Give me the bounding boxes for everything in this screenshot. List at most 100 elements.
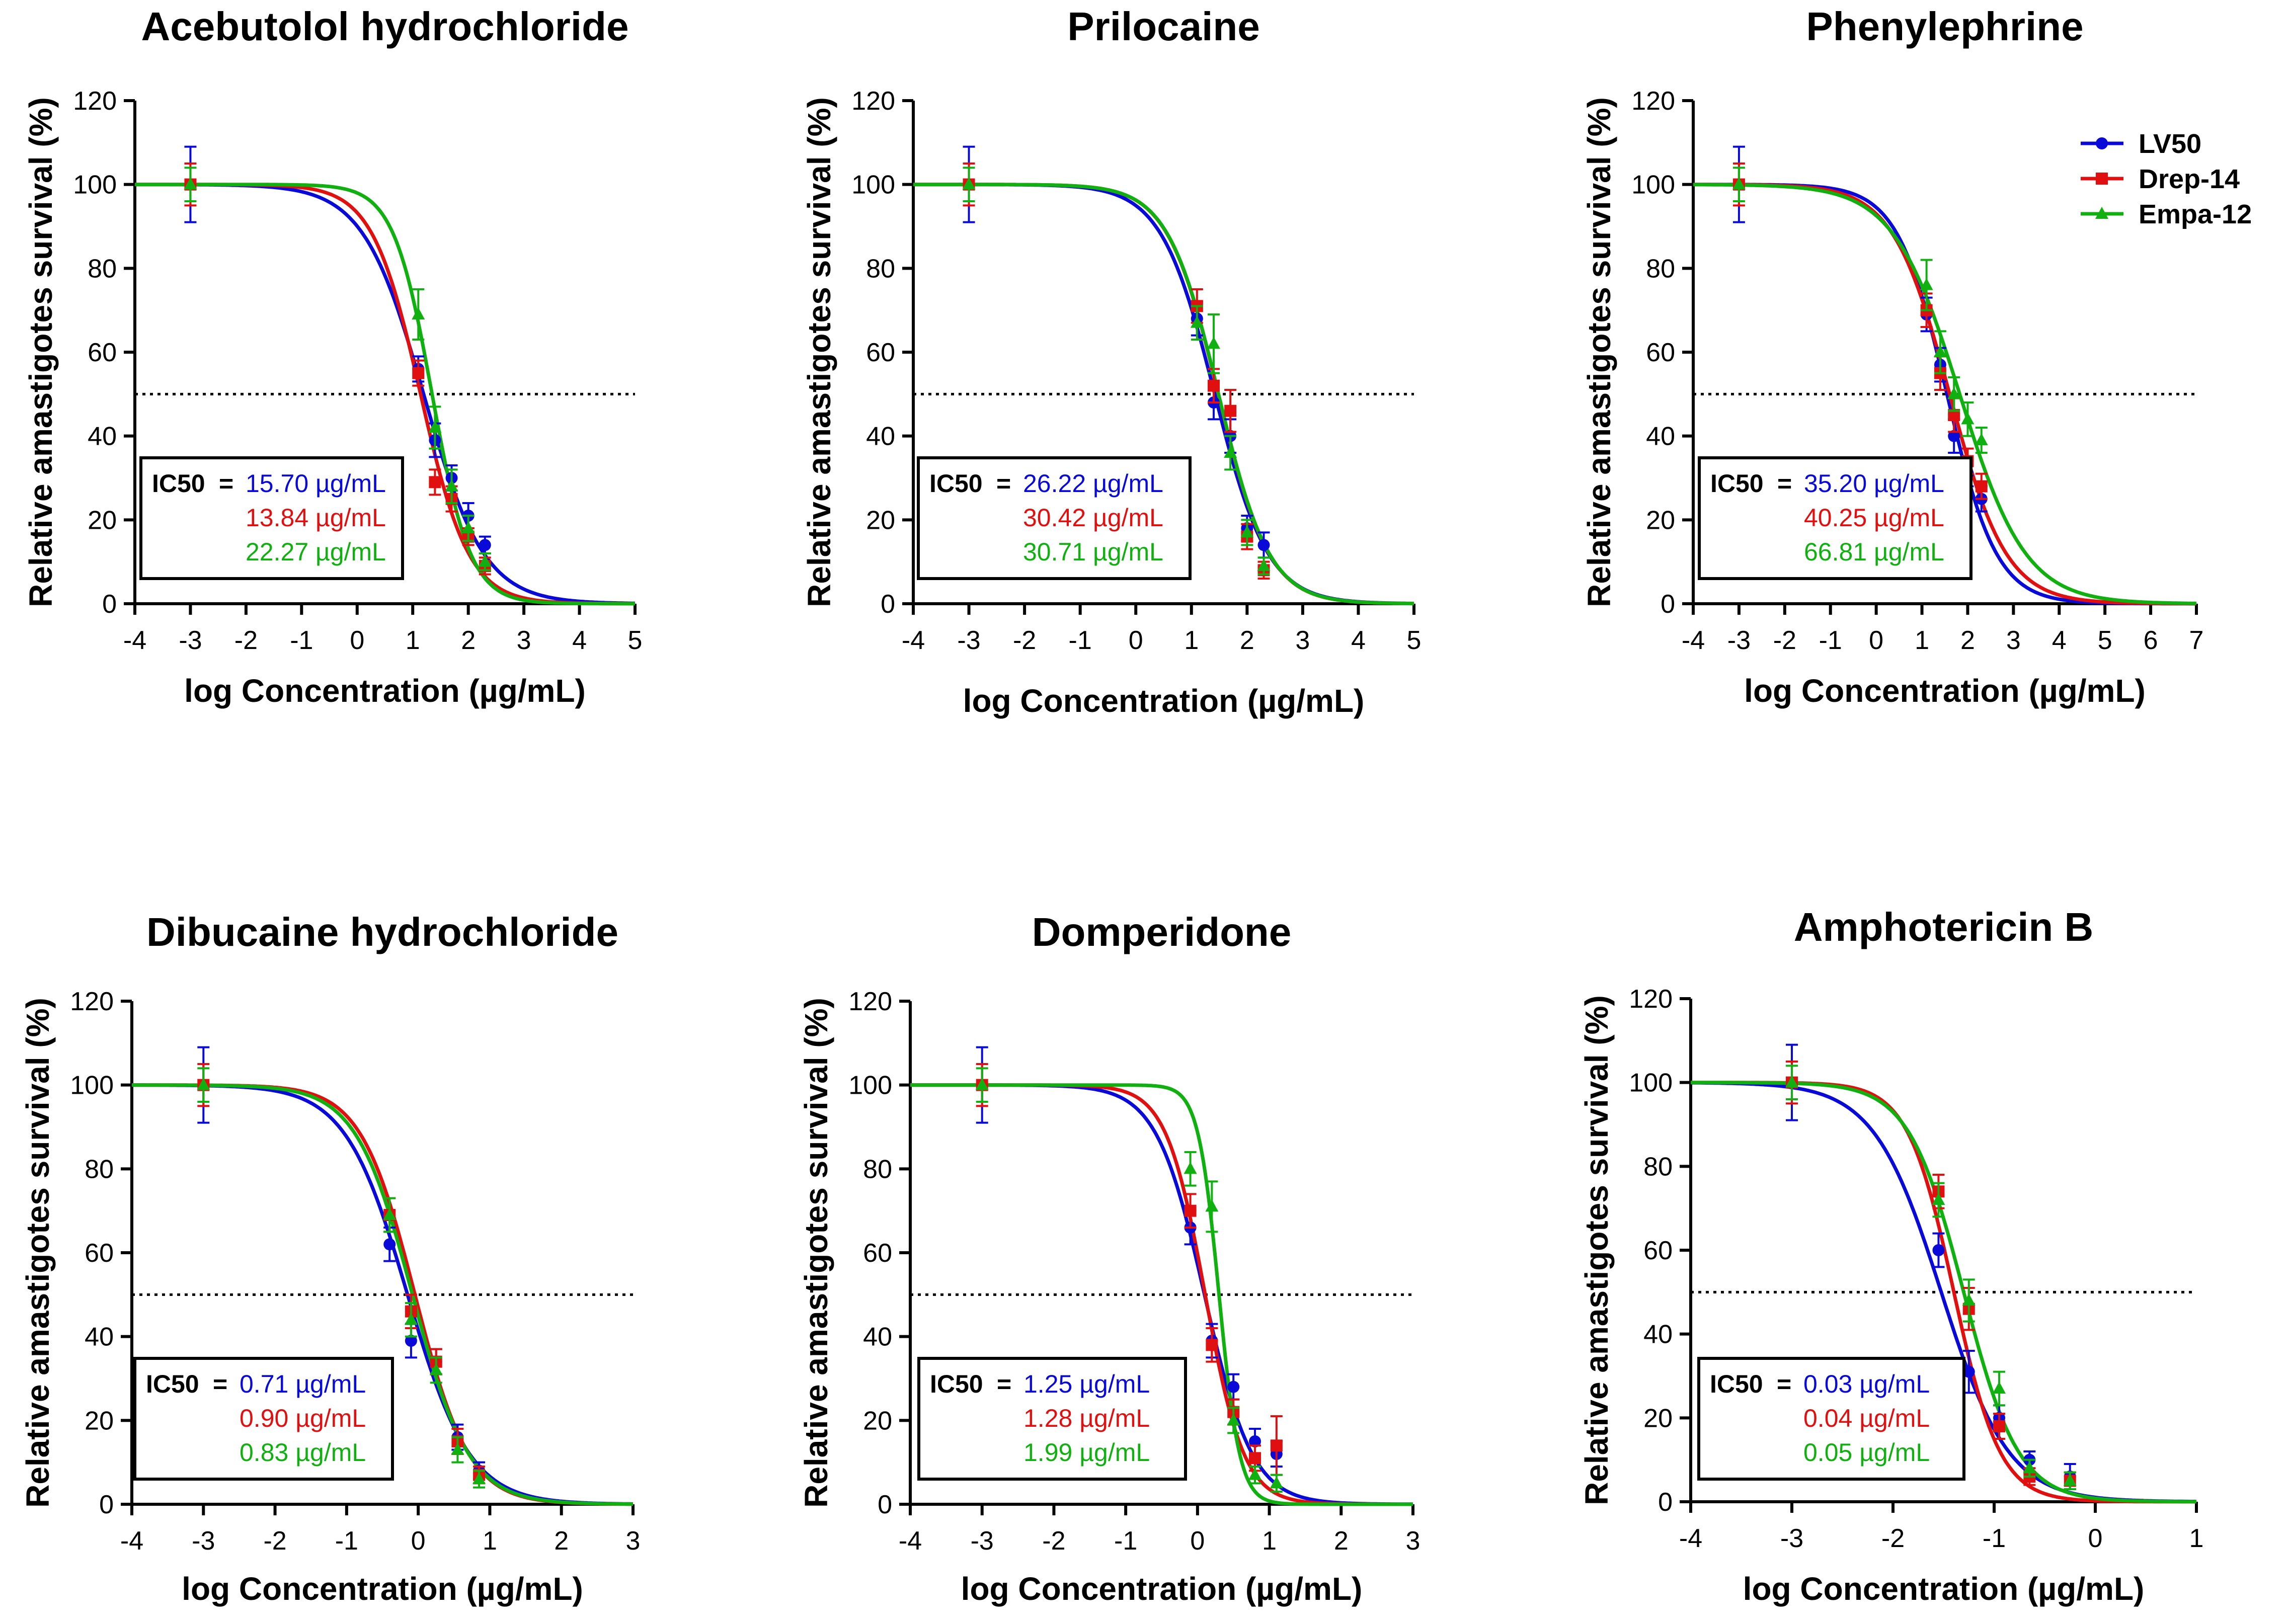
data-point-lv50 <box>1227 1381 1240 1393</box>
x-axis-label: log Concentration (µg/mL) <box>1743 1571 2145 1607</box>
data-point-empa-12 <box>428 421 442 433</box>
y-tick-label: 60 <box>866 338 895 367</box>
legend-label-empa-12: Empa-12 <box>2139 199 2252 229</box>
ic50-label: IC50 <box>152 469 205 498</box>
x-tick-label: 2 <box>1240 626 1254 655</box>
data-point-empa-12 <box>1190 315 1204 328</box>
x-tick-label: -3 <box>1727 626 1751 655</box>
y-tick-label: 40 <box>1646 422 1675 451</box>
y-tick-label: 40 <box>85 1323 114 1352</box>
ic50-box <box>917 1357 1187 1481</box>
x-tick-label: -3 <box>971 1526 994 1556</box>
data-point-lv50 <box>1257 539 1270 551</box>
x-axis-label: log Concentration (µg/mL) <box>961 1571 1363 1607</box>
x-tick-label: 1 <box>483 1526 497 1556</box>
y-tick-label: 80 <box>866 254 895 283</box>
x-tick-label: -1 <box>290 626 313 655</box>
y-tick-label: 40 <box>866 422 895 451</box>
ic50-equals: = <box>1777 1370 1791 1398</box>
ic50-value-empa-12: 1.99 µg/mL <box>1023 1438 1150 1467</box>
x-tick-label: 3 <box>2006 626 2021 655</box>
data-point-empa-12 <box>1961 412 1975 425</box>
data-point-empa-12 <box>404 1313 418 1325</box>
x-tick-label: 0 <box>1129 626 1143 655</box>
y-tick-label: 100 <box>1631 171 1675 200</box>
ic50-box <box>917 456 1192 580</box>
data-point-empa-12 <box>975 1078 989 1090</box>
x-tick-label: -4 <box>902 626 925 655</box>
y-tick-label: 100 <box>73 171 117 200</box>
y-tick-label: 20 <box>1643 1404 1673 1433</box>
ic50-value-drep-14: 0.04 µg/mL <box>1803 1404 1930 1432</box>
data-point-lv50 <box>1249 1435 1261 1447</box>
data-point-drep-14 <box>1208 379 1220 392</box>
ic50-box <box>1697 1357 1965 1481</box>
data-point-empa-12 <box>1248 1468 1262 1480</box>
x-tick-label: -1 <box>1114 1526 1137 1556</box>
data-point-lv50 <box>479 539 491 551</box>
curve-empa-12 <box>913 183 1414 606</box>
panel-2: Prilocaine 0 20 40 60 80 100 120 -4 -3 -2 -1 0 1 2 3 4 5 l… <box>801 4 1421 719</box>
y-tick-label: 20 <box>866 506 895 535</box>
x-tick-label: -4 <box>1682 626 1705 655</box>
data-point-empa-12 <box>445 479 458 492</box>
curve-empa-12 <box>135 183 635 606</box>
x-tick-label: -1 <box>1819 626 1842 655</box>
y-axis-label: Relative amastigotes survival (%) <box>801 97 837 607</box>
legend-label-lv50: LV50 <box>2139 129 2201 159</box>
ic50-equals: = <box>997 1370 1011 1398</box>
data-point-empa-12 <box>1993 1382 2006 1394</box>
data-point-empa-12 <box>429 1363 443 1375</box>
data-point-empa-12 <box>2063 1474 2077 1486</box>
data-point-empa-12 <box>472 1472 486 1484</box>
y-tick-label: 100 <box>848 1071 892 1100</box>
ic50-box <box>133 1357 394 1481</box>
x-tick-label: -2 <box>263 1526 286 1556</box>
ic50-value-drep-14: 1.28 µg/mL <box>1023 1404 1150 1432</box>
data-point-drep-14 <box>1975 480 1988 493</box>
x-axis-label: log Concentration (µg/mL) <box>963 683 1365 719</box>
data-point-empa-12 <box>1933 345 1947 357</box>
x-tick-label: 4 <box>2052 626 2067 655</box>
y-tick-label: 40 <box>863 1323 892 1352</box>
x-tick-label: -2 <box>1881 1524 1905 1553</box>
y-tick-label: 20 <box>1646 506 1675 535</box>
ic50-label: IC50 <box>146 1370 199 1398</box>
data-point-empa-12 <box>1205 1199 1219 1212</box>
ic50-value-lv50: 35.20 µg/mL <box>1804 469 1944 498</box>
data-point-empa-12 <box>197 1078 210 1090</box>
x-tick-label: -3 <box>957 626 980 655</box>
x-tick-label: -1 <box>335 1526 358 1556</box>
ic50-value-drep-14: 13.84 µg/mL <box>246 504 386 532</box>
y-tick-label: 40 <box>1643 1320 1673 1349</box>
y-tick-label: 80 <box>863 1155 892 1184</box>
y-tick-label: 120 <box>1631 87 1675 116</box>
x-tick-label: -2 <box>234 626 258 655</box>
y-tick-label: 100 <box>1629 1069 1673 1098</box>
data-point-empa-12 <box>1184 1162 1197 1174</box>
panel-5: Domperidone 0 20 40 60 80 100 120 -4 -3 -2 -1 0 1 2 3 lo… <box>798 910 1420 1607</box>
ic50-value-lv50: 0.03 µg/mL <box>1803 1370 1930 1398</box>
x-tick-label: 1 <box>406 626 420 655</box>
data-point-empa-12 <box>1227 1413 1240 1426</box>
ic50-value-lv50: 0.71 µg/mL <box>240 1370 366 1398</box>
legend-marker-drep-14 <box>2096 173 2108 185</box>
curve-empa-12 <box>1691 1081 2196 1504</box>
legend-marker-lv50 <box>2096 137 2108 149</box>
x-tick-label: 1 <box>1184 626 1199 655</box>
data-point-empa-12 <box>962 177 976 190</box>
data-point-lv50 <box>383 1238 396 1251</box>
y-tick-label: 0 <box>99 1490 114 1519</box>
x-tick-label: 2 <box>554 1526 569 1556</box>
ic50-value-drep-14: 0.90 µg/mL <box>240 1404 366 1432</box>
panel-title: Acebutolol hydrochloride <box>141 4 629 49</box>
data-point-drep-14 <box>1249 1452 1261 1465</box>
ic50-value-lv50: 1.25 µg/mL <box>1023 1370 1150 1398</box>
data-point-empa-12 <box>1975 433 1988 445</box>
y-tick-label: 60 <box>85 1239 114 1268</box>
panel-title: Domperidone <box>1032 910 1292 954</box>
data-point-empa-12 <box>1785 1075 1798 1088</box>
x-tick-label: -2 <box>1042 1526 1065 1556</box>
x-tick-label: -3 <box>1780 1524 1803 1553</box>
